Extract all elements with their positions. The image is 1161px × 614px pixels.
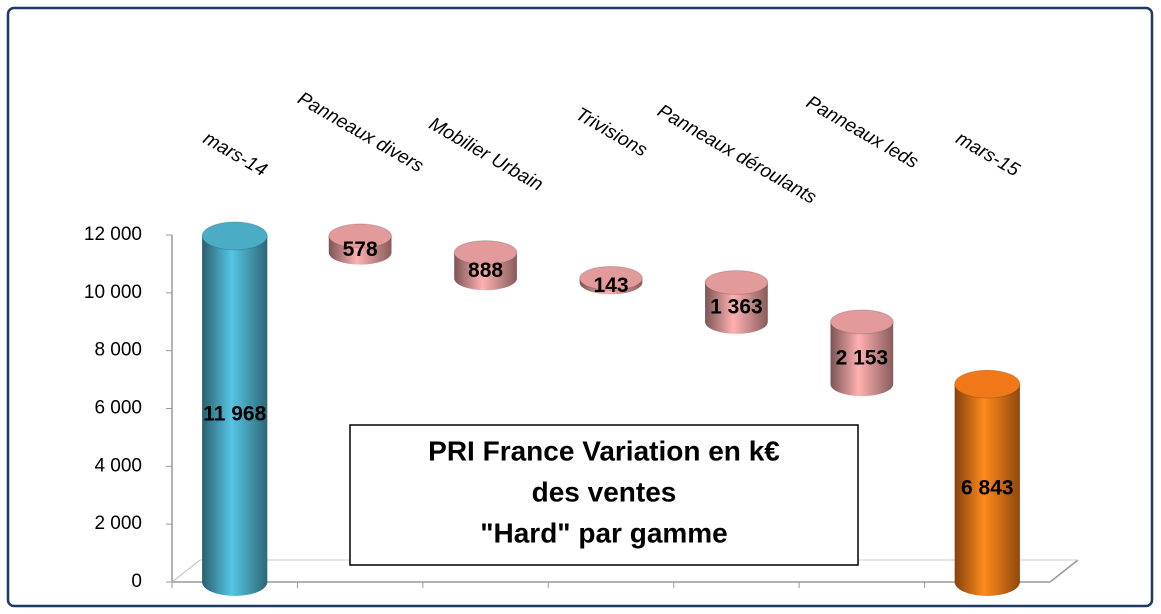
bar [201,221,268,596]
bar [453,240,518,291]
bar-top [954,369,1021,399]
value-label: 143 [593,274,628,297]
bar-top [328,223,392,249]
chart-title: "Hard" par gamme [480,517,728,548]
bar-body [954,384,1020,596]
bar [954,369,1021,596]
value-label: 11 968 [203,403,266,426]
floor-edge [171,559,201,583]
bar-body [830,321,894,397]
bar [704,269,769,334]
y-tick-label: 12 000 [84,224,142,245]
y-tick-label: 4 000 [94,455,142,476]
y-tick-label: 10 000 [84,282,142,303]
y-tick-label: 6 000 [94,398,142,419]
floor-edge [1049,559,1079,583]
value-label: 6 843 [961,477,1014,500]
bar [328,223,392,265]
bar [830,309,894,397]
value-label: 2 153 [836,347,889,370]
bar-top [830,309,894,335]
value-label: 1 363 [710,296,763,319]
bar-top [579,265,643,291]
chart-title: PRI France Variation en k€ [428,435,780,466]
value-label: 888 [468,259,503,282]
bar-body [705,282,768,334]
y-tick-label: 8 000 [94,340,142,361]
bar-top [201,221,268,251]
chart-title: des ventes [532,476,677,507]
frame [6,6,1154,608]
value-label: 578 [343,238,378,261]
bar [579,265,643,295]
y-tick-label: 0 [131,571,142,592]
bar-top [453,240,518,266]
y-tick-label: 2 000 [94,513,142,534]
bar-body [202,235,268,596]
title-box [349,424,859,566]
bar-top [704,269,769,295]
